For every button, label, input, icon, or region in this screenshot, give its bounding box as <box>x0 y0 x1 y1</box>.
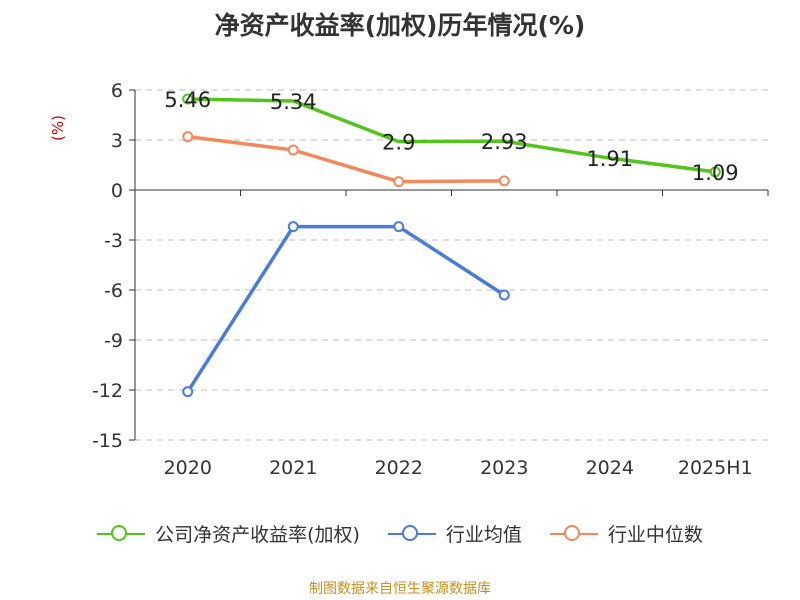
y-tick-label: -6 <box>104 280 123 302</box>
data-point <box>498 289 510 301</box>
series-points <box>182 93 721 398</box>
x-tick-label: 2025H1 <box>678 457 753 479</box>
data-point <box>393 221 405 233</box>
data-label: 2.9 <box>382 131 415 155</box>
data-point <box>498 175 510 187</box>
data-label: 5.34 <box>270 90 317 114</box>
data-point <box>182 93 194 105</box>
series-line-2 <box>187 134 505 184</box>
series-line-1 <box>186 224 506 393</box>
source-note[interactable]: 制图数据来自恒生聚源数据库 <box>309 581 491 597</box>
data-label: 1.91 <box>586 147 633 171</box>
x-tick-label: 2020 <box>164 457 212 479</box>
series-line-0 <box>187 97 716 174</box>
y-tick-label: 6 <box>111 80 123 102</box>
chart-title: 净资产收益率(加权)历年情况(%) <box>214 11 586 40</box>
y-tick-label: -12 <box>92 380 123 402</box>
x-tick-label: 2021 <box>269 457 317 479</box>
data-point <box>182 131 194 143</box>
legend-item[interactable]: 行业中位数 <box>549 520 703 547</box>
data-point <box>393 176 405 188</box>
y-tick-label: -9 <box>104 330 123 352</box>
legend-swatch-icon <box>549 524 598 544</box>
legend-label: 行业中位数 <box>607 524 703 546</box>
data-label: 1.09 <box>692 161 739 185</box>
data-point <box>709 166 721 178</box>
legend-swatch-icon <box>387 524 436 544</box>
legend-swatch-icon <box>97 524 146 544</box>
legend: 公司净资产收益率(加权) 行业均值 行业中位数 <box>0 520 800 547</box>
data-point <box>182 386 194 398</box>
data-labels: 5.46 5.34 2.9 2.93 1.91 1.09 <box>164 88 738 185</box>
y-tick-label: 0 <box>111 180 123 202</box>
x-tick-label: 2022 <box>375 457 423 479</box>
x-tick-label: 2024 <box>586 457 634 479</box>
axes <box>129 89 769 441</box>
data-point <box>287 221 299 233</box>
legend-label: 公司净资产收益率(加权) <box>155 524 360 546</box>
data-label: 2.93 <box>481 130 528 154</box>
y-tick-label: -15 <box>92 430 123 452</box>
data-label: 5.46 <box>164 88 211 112</box>
y-tick-label: 3 <box>111 130 123 152</box>
legend-item[interactable]: 行业均值 <box>387 520 522 547</box>
series-lines <box>186 97 716 393</box>
data-point <box>287 144 299 156</box>
tick-labels: 6 3 0 -3 -6 -9 -12 -15 2020 2021 2022 2023 2024 2025H… <box>92 80 753 479</box>
x-tick-label: 2023 <box>480 457 528 479</box>
legend-item[interactable]: 公司净资产收益率(加权) <box>97 520 360 547</box>
legend-label: 行业均值 <box>445 524 522 546</box>
y-tick-label: -3 <box>104 230 123 252</box>
